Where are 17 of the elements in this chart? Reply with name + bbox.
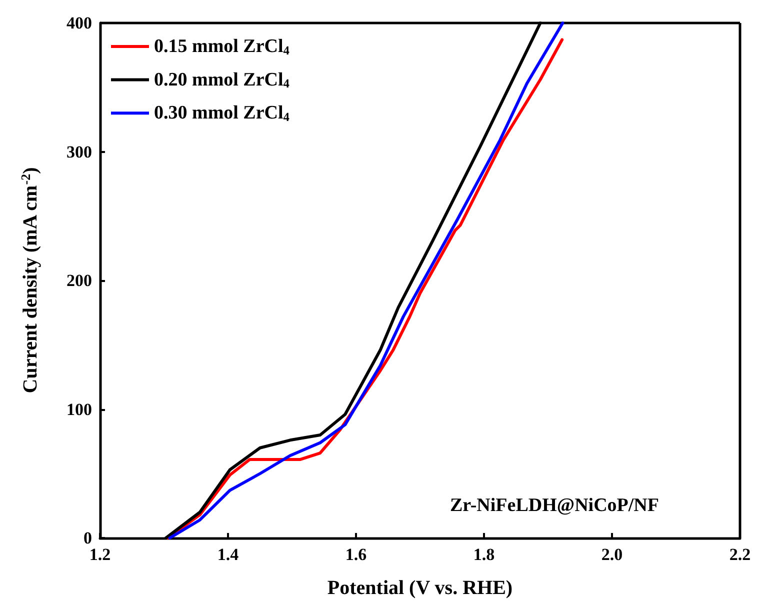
y-tick-label: 0: [84, 528, 92, 548]
x-tick-label: 1.2: [89, 545, 111, 564]
y-tick-label: 100: [66, 400, 92, 419]
legend-label: 0.30 mmol ZrCl4: [154, 102, 290, 124]
x-tick-label: 1.8: [473, 545, 495, 564]
legend-label: 0.15 mmol ZrCl4: [154, 36, 290, 58]
x-axis-title: Potential (V vs. RHE): [327, 577, 513, 599]
y-tick-label: 400: [66, 14, 92, 32]
y-tick-label: 200: [66, 271, 92, 290]
annotation: Zr-NiFeLDH@NiCoP/NF: [450, 495, 659, 516]
x-tick-label: 1.4: [217, 545, 240, 564]
x-tick-label: 2.2: [729, 545, 751, 564]
y-tick-label: 300: [66, 142, 92, 162]
x-tick-label: 2.0: [601, 545, 623, 564]
legend-label: 0.20 mmol ZrCl4: [154, 69, 290, 91]
x-tick-label: 1.6: [345, 545, 367, 564]
y-axis-title: Current density (mA cm-2): [18, 167, 42, 394]
